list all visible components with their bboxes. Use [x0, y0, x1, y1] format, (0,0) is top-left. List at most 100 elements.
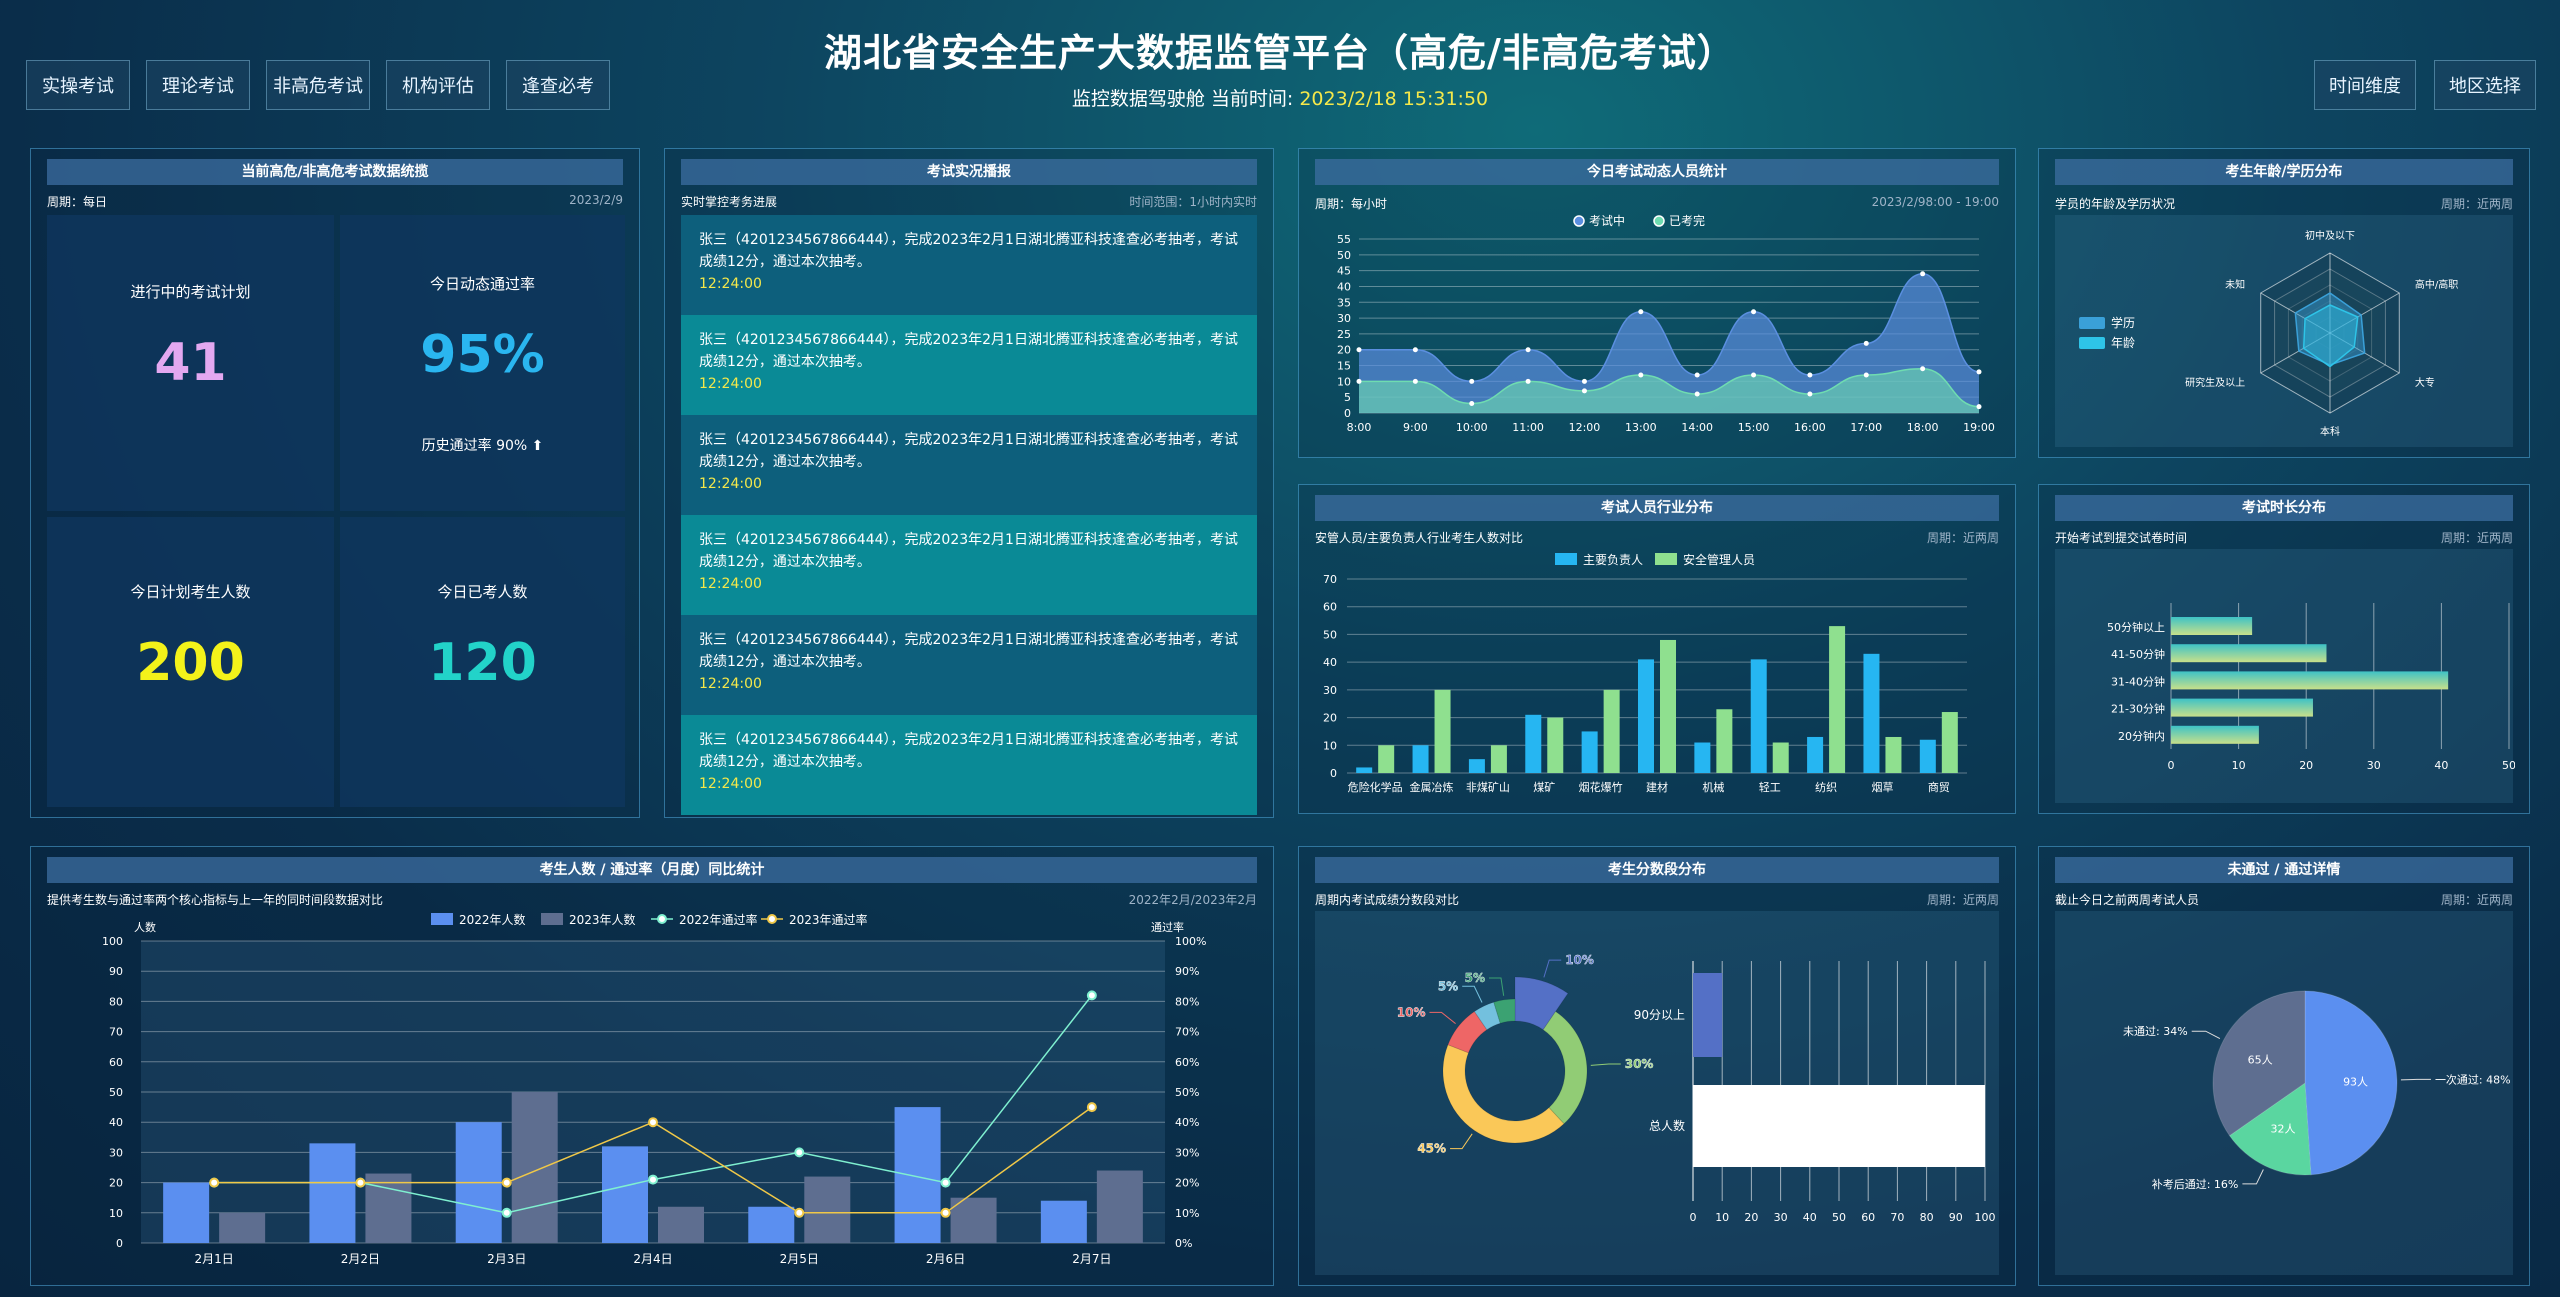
donut-label-line — [1488, 977, 1505, 996]
hourly-stats-title: 今日考试动态人员统计 — [1315, 159, 1999, 185]
y-tick-label: 10 — [1323, 739, 1337, 752]
donut-label: 5% — [1465, 971, 1485, 985]
legend-label: 主要负责人 — [1583, 553, 1643, 567]
x-tick-label: 2月2日 — [341, 1252, 380, 1266]
feed-item: 张三（4201234567866444），完成2023年2月1日湖北腾亚科技逢查… — [681, 615, 1257, 715]
nav-button-theory-exam[interactable]: 理论考试 — [146, 60, 250, 110]
y-tick-label: 70 — [109, 1026, 123, 1039]
age-education-title: 考生年龄/学历分布 — [2055, 159, 2513, 185]
feed-text: 张三（4201234567866444），完成2023年2月1日湖北腾亚科技逢查… — [699, 332, 1238, 370]
y-tick-label: 30 — [1323, 684, 1337, 697]
age-education-period: 周期：近两周 — [2440, 197, 2513, 211]
y-tick-label: 50 — [1323, 628, 1337, 641]
y-tick-label: 55 — [1337, 233, 1351, 246]
y-tick-label: 总人数 — [1649, 1118, 1685, 1133]
nav-button-practical-exam[interactable]: 实操考试 — [26, 60, 130, 110]
legend-label: 2022年人数 — [459, 912, 526, 927]
pie-outer-label: 补考后通过: 16% — [2152, 1178, 2239, 1191]
feed-text: 张三（4201234567866444），完成2023年2月1日湖北腾亚科技逢查… — [699, 432, 1238, 470]
nav-button-institution-eval[interactable]: 机构评估 — [386, 60, 490, 110]
right-axis-label: 通过率 — [1151, 920, 1184, 934]
donut-label: 10% — [1565, 953, 1594, 967]
x-tick-label: 10 — [1715, 1211, 1729, 1224]
rate-point — [648, 1117, 658, 1128]
rate-point — [1086, 990, 1097, 1001]
bar-safety-manager — [1772, 742, 1789, 773]
rate-point — [648, 1174, 658, 1185]
kpi-planned-examinees: 今日计划考生人数 200 — [47, 517, 334, 807]
duration-panel: 考试时长分布 开始考试到提交试卷时间 周期：近两周 0 10 20 30 40 50 50分… — [2038, 484, 2530, 814]
pass-detail-panel: 未通过 / 通过详情 截止今日之前两周考试人员 周期：近两周 93人 一次通过: … — [2038, 846, 2530, 1286]
overview-panel: 当前高危/非高危考试数据统揽 周期：每日 2023/2/9 进行中的考试计划 4… — [30, 148, 640, 818]
age-education-panel: 考生年龄/学历分布 学员的年龄及学历状况 周期：近两周 初中及以下 高中/高职 大专… — [2038, 148, 2530, 458]
nav-button-spot-check-exam[interactable]: 逢查必考 — [506, 60, 610, 110]
nav-button-region-select[interactable]: 地区选择 — [2434, 60, 2536, 110]
x-tick-label: 50 — [2502, 759, 2515, 772]
donut-label: 5% — [1438, 979, 1458, 993]
x-tick-label: 2月5日 — [780, 1252, 819, 1266]
duration-bar — [2171, 671, 2449, 690]
current-time: 2023/2/18 15:31:50 — [1299, 88, 1489, 110]
series-line-0 — [1359, 273, 1980, 383]
donut-slice — [1473, 1001, 1501, 1031]
x-tick-label: 17:00 — [1850, 421, 1882, 434]
subtitle-label: 监控数据驾驶舱 当前时间: — [1071, 88, 1294, 110]
y2-tick-label: 0% — [1175, 1237, 1192, 1250]
legend-label: 学历 — [2111, 315, 2135, 330]
nav-button-time-dimension[interactable]: 时间维度 — [2314, 60, 2416, 110]
x-tick-label: 2月4日 — [633, 1252, 672, 1266]
radar-indicator-label: 初中及以下 — [2305, 229, 2355, 242]
kpi-pass-rate: 今日动态通过率 95% 历史通过率 90% ⬆ — [340, 215, 625, 511]
feed-text: 张三（4201234567866444），完成2023年2月1日湖北腾亚科技逢查… — [699, 732, 1238, 770]
rate-point — [501, 1177, 512, 1188]
live-broadcast-panel: 考试实况播报 实时掌控考务进展 时间范围：1小时内实时 张三（420123456… — [664, 148, 1274, 818]
header-subtitle: 监控数据驾驶舱 当前时间: 2023/2/18 15:31:50 — [0, 84, 2560, 111]
kpi-value: 95% — [420, 325, 545, 385]
kpi-label: 进行中的考试计划 — [130, 283, 251, 301]
bar-safety-manager — [1434, 689, 1451, 773]
y2-tick-label: 70% — [1175, 1026, 1199, 1039]
x-tick-label: 2月6日 — [926, 1252, 965, 1266]
score-distribution-title: 考生分数段分布 — [1315, 857, 1999, 883]
bar-principal — [1468, 759, 1485, 773]
feed-text: 张三（4201234567866444），完成2023年2月1日湖北腾亚科技逢查… — [699, 232, 1238, 270]
industry-panel: 考试人员行业分布 安管人员/主要负责人行业考生人数对比 周期：近两周 0 10 20… — [1298, 484, 2016, 814]
kpi-value: 120 — [428, 633, 537, 693]
hourly-stats-range: 2023/2/98:00 - 19:00 — [1871, 195, 1999, 209]
feed-time: 12:24:00 — [699, 476, 762, 492]
score-distribution-period: 周期：近两周 — [1926, 893, 1999, 907]
page-title: 湖北省安全生产大数据监管平台（高危/非高危考试） — [824, 31, 1736, 75]
y-tick-label: 20 — [109, 1177, 123, 1190]
pie-slice — [2304, 990, 2398, 1176]
bar-2023 — [365, 1173, 412, 1243]
pie-label-line — [2191, 1030, 2221, 1040]
rate-point — [794, 1147, 805, 1158]
donut-slice — [1442, 1044, 1565, 1144]
y2-tick-label: 20% — [1175, 1177, 1199, 1190]
y-tick-label: 10 — [1337, 375, 1351, 388]
data-point — [1863, 340, 1869, 346]
radar-indicator-label: 研究生及以上 — [2185, 376, 2245, 389]
legend-label: 年龄 — [2111, 336, 2135, 350]
hourly-area-chart: 0 5 10 15 20 25 30 35 40 45 50 55 8:00 9:00 10:00 11:00… — [1337, 213, 1995, 434]
feed-item: 张三（4201234567866444），完成2023年2月1日湖北腾亚科技逢查… — [681, 515, 1257, 615]
overview-date: 2023/2/9 — [569, 193, 623, 207]
x-tick-label: 9:00 — [1403, 421, 1428, 434]
data-point — [1694, 372, 1700, 378]
pie-inner-label: 93人 — [2343, 1075, 2368, 1088]
bar-principal — [1581, 731, 1598, 773]
y-tick-label: 30 — [109, 1146, 123, 1159]
pie-slice — [2212, 990, 2306, 1137]
data-point — [1469, 401, 1475, 407]
x-tick-label: 19:00 — [1963, 421, 1995, 434]
donut-label-line — [1450, 1133, 1473, 1150]
donut-label-line — [1429, 1011, 1456, 1025]
pie-inner-label: 32人 — [2271, 1123, 2296, 1136]
x-tick-label: 10 — [2232, 759, 2246, 772]
nav-button-non-high-risk-exam[interactable]: 非高危考试 — [266, 60, 370, 110]
x-tick-label: 50 — [1832, 1211, 1846, 1224]
feed-time: 12:24:00 — [699, 376, 762, 392]
y2-tick-label: 60% — [1175, 1056, 1199, 1069]
pie-outer-label: 未通过: 34% — [2123, 1025, 2188, 1038]
